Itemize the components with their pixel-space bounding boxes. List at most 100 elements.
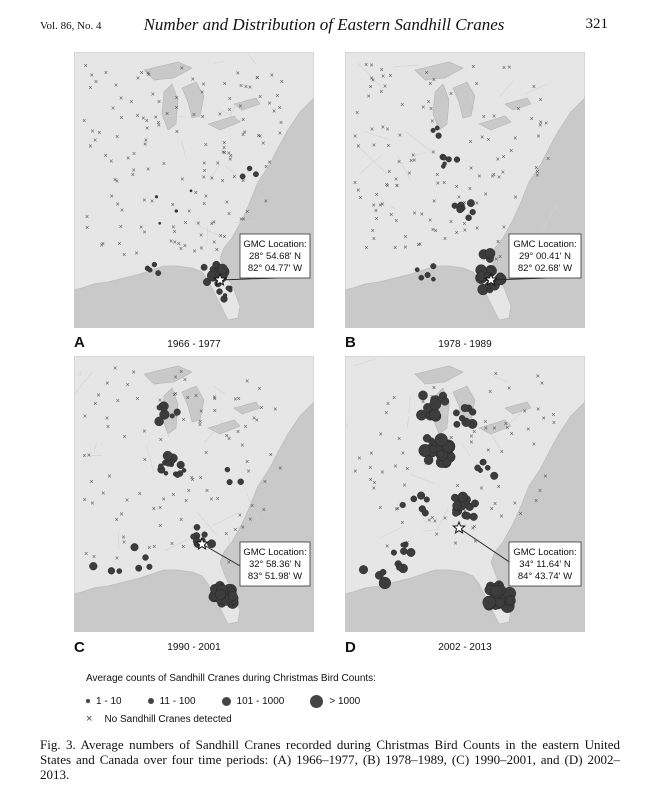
no-cranes-x-mark: × [132,168,136,175]
no-cranes-x-mark: × [145,126,149,133]
no-cranes-x-mark: × [210,176,214,183]
no-cranes-x-mark: × [252,415,256,422]
no-cranes-x-mark: × [397,436,401,443]
no-cranes-x-mark: × [273,406,277,413]
no-cranes-x-mark: × [255,418,259,425]
panel-letter-d: D [345,639,356,656]
no-cranes-x-mark: × [433,518,437,525]
no-cranes-x-mark: × [224,531,228,538]
lake [233,401,261,415]
no-cranes-x-mark: × [492,114,496,121]
crane-count-dot [465,214,472,222]
state-border [206,226,209,247]
no-cranes-x-mark: × [162,161,166,168]
legend-title: Average counts of Sandhill Cranes during… [86,673,376,684]
no-cranes-x-mark: × [225,199,229,206]
no-cranes-x-mark: × [455,184,459,191]
no-cranes-x-mark: × [227,211,231,218]
gmc-callout-label: GMC Location: [243,239,306,250]
no-cranes-x-mark: × [258,134,262,141]
crane-count-dot [169,413,175,419]
no-cranes-x-mark: × [483,419,487,426]
no-cranes-x-mark: × [87,453,91,460]
no-cranes-x-mark: × [384,410,388,417]
no-cranes-x-mark: × [161,416,165,423]
crane-count-dot [165,460,172,467]
no-cranes-x-mark: × [449,91,453,98]
no-cranes-x-mark: × [105,381,109,388]
no-cranes-x-mark: × [534,165,538,172]
no-cranes-x-mark: × [90,73,94,80]
legend-label: > 1000 [329,695,361,707]
state-border [213,386,226,395]
no-cranes-x-mark: × [222,145,226,152]
no-cranes-x-mark: × [199,246,203,253]
no-cranes-x-mark: × [268,100,272,107]
no-cranes-x-mark: × [394,176,398,183]
no-cranes-x-mark: × [119,115,123,122]
no-cranes-x-mark: × [243,129,247,136]
state-border [412,152,426,157]
no-cranes-x-mark: × [232,174,236,181]
no-cranes-x-mark: × [542,416,546,423]
no-cranes-x-mark: × [82,453,86,460]
no-cranes-x-mark: × [119,511,123,518]
no-cranes-x-mark: × [443,516,447,523]
no-cranes-x-mark: × [97,392,101,399]
state-border [212,512,239,526]
crane-count-dot [460,404,469,413]
no-cranes-x-mark: × [449,219,453,226]
no-cranes-x-mark: × [369,451,373,458]
no-cranes-x-mark: × [375,192,379,199]
lake [478,419,512,435]
no-cranes-x-mark: × [175,95,179,102]
no-cranes-x-mark: × [152,544,156,551]
panel-period-a: 1966 - 1977 [167,339,221,350]
legend-item-1-10: 1 - 10 [86,696,122,707]
map-b: ×××××× ××××××××××××××××××××××××××××××××××… [345,52,585,328]
no-cranes-x-mark: × [507,385,511,392]
no-cranes-x-mark: × [388,73,392,80]
state-border [74,372,93,395]
crane-count-dot [200,263,208,271]
no-cranes-x-mark: × [449,435,453,442]
no-cranes-x-mark: × [496,239,500,246]
no-cranes-x-mark: × [386,143,390,150]
no-cranes-x-mark: × [372,202,376,209]
gmc-callout-label: GMC Location: [513,239,576,250]
lake [478,115,512,131]
crane-count-dot [239,173,246,180]
gmc-longitude: 84° 43.74' W [518,571,572,582]
no-cranes-x-mark: × [146,167,150,174]
no-cranes-x-mark: × [111,105,115,112]
no-cranes-x-mark: × [539,119,543,126]
no-cranes-x-mark: × [236,71,240,78]
no-cranes-x-mark: × [134,250,138,257]
no-cranes-x-mark: × [186,395,190,402]
crane-count-dot [163,470,169,476]
no-cranes-x-mark: × [263,479,267,486]
no-cranes-x-mark: × [115,134,119,141]
no-cranes-x-mark: × [479,485,483,492]
state-border [379,526,404,539]
no-cranes-x-mark: × [141,115,145,122]
dot-medium-icon [147,698,154,704]
no-cranes-x-mark: × [255,75,259,82]
state-border [224,165,237,175]
no-cranes-x-mark: × [142,429,146,436]
crane-count-dot [453,409,460,417]
crane-count-dot [467,199,475,208]
crane-count-dot [469,209,476,216]
state-border [196,511,217,536]
no-cranes-x-mark: × [136,75,140,82]
crane-count-dot [89,562,98,571]
no-cranes-x-mark: × [238,104,242,111]
no-cranes-x-mark: × [169,238,173,245]
map-panel-c: × × × × × × × × × × × × × × × × × × × × × × × × × × × × × × × × × × × × × × × ×… [74,356,314,632]
state-border [213,61,225,64]
no-cranes-x-mark: × [200,90,204,97]
state-border [490,432,501,450]
gmc-star-icon [452,520,466,535]
gmc-latitude: 28° 54.68' N [249,251,301,262]
no-cranes-x-mark: × [502,154,506,161]
